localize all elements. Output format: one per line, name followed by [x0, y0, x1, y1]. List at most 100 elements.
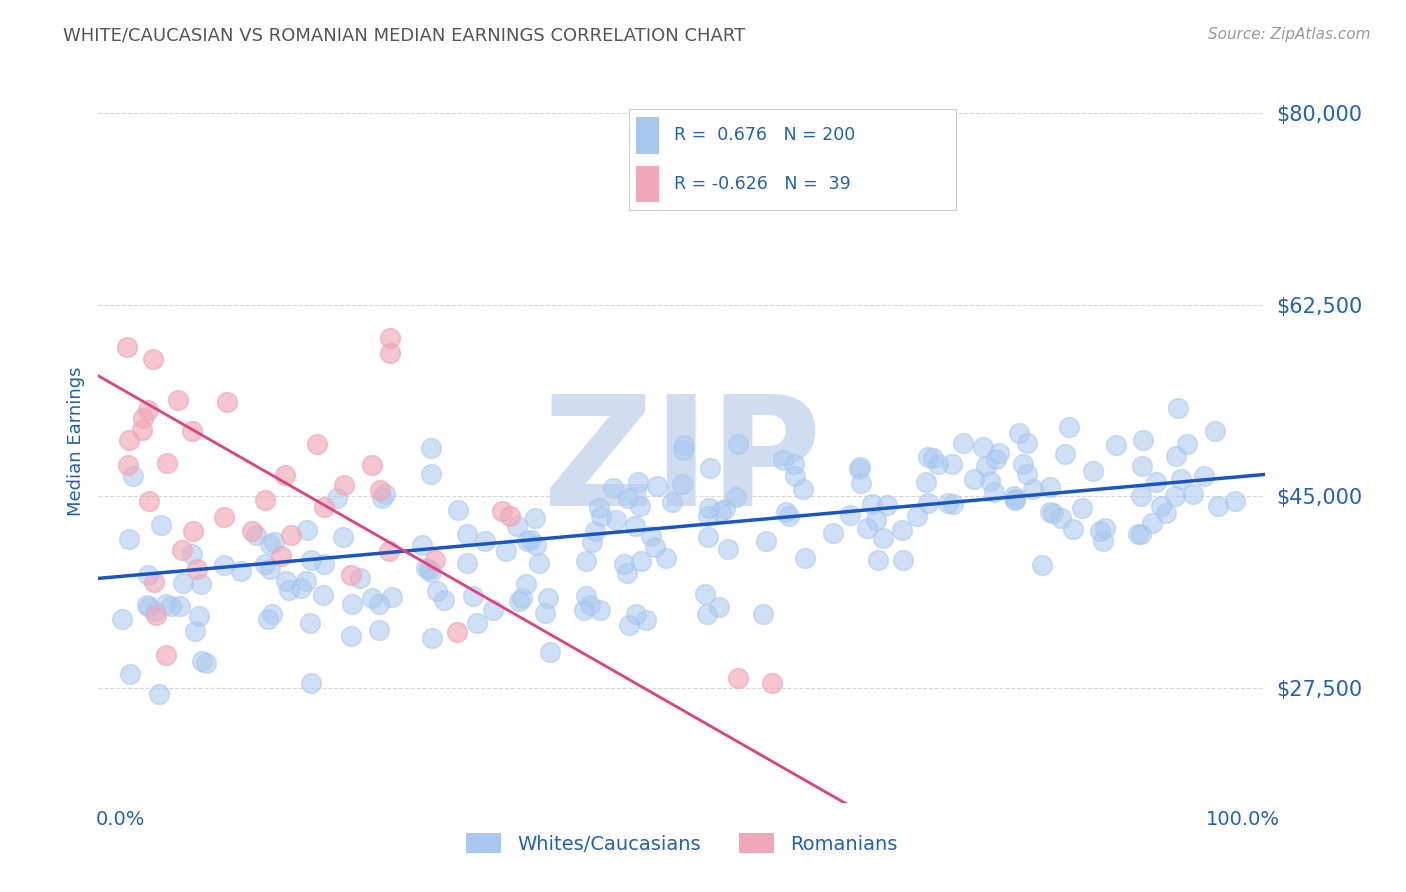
Point: [849, 476, 872, 491]
Point: [527, 556, 550, 570]
Point: [1059, 419, 1081, 434]
Point: [115, 340, 138, 354]
Point: [415, 561, 437, 575]
Point: [420, 631, 443, 645]
Point: [138, 494, 160, 508]
Point: [361, 591, 384, 605]
Point: [872, 531, 894, 545]
Point: [277, 582, 299, 597]
Point: [260, 607, 283, 622]
Point: [172, 542, 194, 557]
Point: [575, 554, 598, 568]
Point: [506, 519, 529, 533]
Point: [499, 509, 522, 524]
Point: [456, 527, 478, 541]
Point: [1042, 506, 1064, 520]
Point: [1223, 493, 1246, 508]
Point: [368, 483, 391, 497]
Point: [305, 437, 328, 451]
Point: [1039, 479, 1062, 493]
Point: [630, 554, 652, 568]
Point: [1004, 493, 1026, 508]
Point: [1130, 458, 1153, 473]
Point: [326, 491, 349, 505]
Point: [524, 510, 547, 524]
Point: [952, 436, 974, 450]
Point: [1088, 524, 1111, 538]
Point: [725, 490, 748, 504]
Point: [1181, 487, 1204, 501]
Point: [752, 607, 775, 621]
Point: [423, 553, 446, 567]
Point: [274, 574, 297, 588]
Point: [433, 592, 456, 607]
Point: [349, 571, 371, 585]
Point: [936, 496, 959, 510]
Point: [891, 524, 914, 538]
Point: [229, 564, 252, 578]
Point: [617, 491, 640, 505]
Point: [111, 611, 134, 625]
Point: [245, 528, 267, 542]
Point: [583, 524, 606, 538]
Point: [984, 452, 1007, 467]
Point: [695, 587, 717, 601]
Point: [149, 518, 172, 533]
Point: [270, 549, 292, 564]
Point: [118, 532, 141, 546]
Point: [295, 523, 318, 537]
Point: [699, 460, 721, 475]
Point: [1132, 433, 1154, 447]
Point: [121, 469, 143, 483]
Point: [589, 508, 612, 523]
Point: [214, 558, 236, 573]
Point: [941, 457, 963, 471]
Point: [368, 624, 391, 638]
Point: [1170, 472, 1192, 486]
Point: [755, 534, 778, 549]
Point: [169, 599, 191, 613]
Point: [1071, 500, 1094, 515]
Point: [253, 558, 276, 572]
Point: [419, 467, 441, 481]
Point: [783, 469, 806, 483]
Point: [195, 656, 218, 670]
Point: [339, 629, 361, 643]
Point: [1130, 489, 1153, 503]
Point: [190, 654, 212, 668]
Point: [360, 458, 382, 472]
Point: [426, 584, 449, 599]
Point: [312, 588, 335, 602]
Point: [588, 500, 610, 515]
Point: [624, 518, 647, 533]
Point: [142, 352, 165, 367]
Point: [671, 476, 693, 491]
Point: [613, 557, 636, 571]
Legend: Whites/Caucasians, Romanians: Whites/Caucasians, Romanians: [458, 826, 905, 862]
Point: [914, 475, 936, 490]
Point: [839, 508, 862, 523]
Point: [132, 410, 155, 425]
Point: [120, 667, 142, 681]
Point: [186, 562, 208, 576]
Point: [640, 529, 662, 543]
Point: [772, 453, 794, 467]
Point: [534, 607, 557, 621]
Point: [581, 534, 603, 549]
Point: [1175, 436, 1198, 450]
Point: [672, 443, 695, 458]
Point: [190, 577, 212, 591]
Point: [1004, 490, 1026, 504]
Point: [696, 530, 718, 544]
Point: [463, 589, 485, 603]
Point: [273, 467, 295, 482]
Point: [710, 504, 733, 518]
Point: [181, 524, 204, 538]
Point: [717, 542, 740, 557]
Point: [143, 604, 166, 618]
Point: [905, 509, 928, 524]
Point: [917, 496, 939, 510]
Point: [589, 603, 612, 617]
Point: [983, 485, 1005, 500]
Point: [617, 617, 640, 632]
